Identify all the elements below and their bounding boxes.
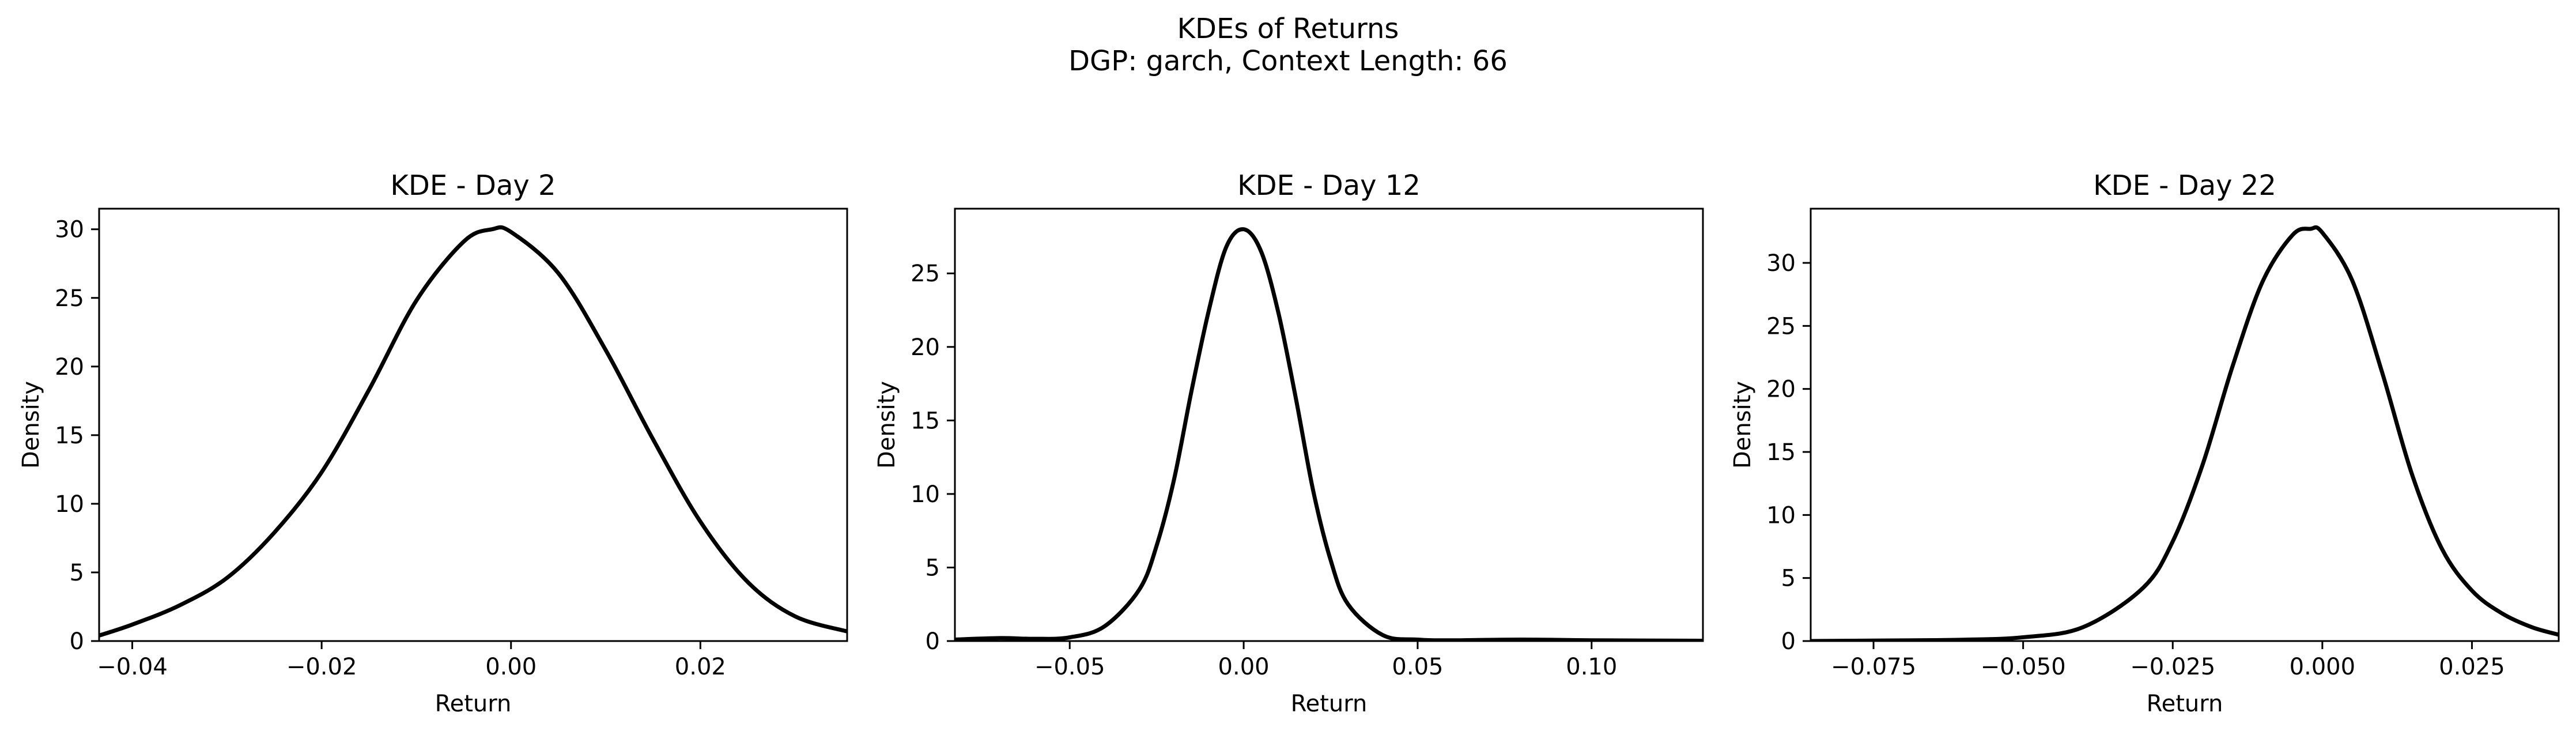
y-tick-label: 15 [911, 408, 940, 434]
x-tick-label: −0.02 [286, 654, 357, 680]
subplot-2: KDE - Day 12 −0.05 0.00 0.05 0.10 0 5 10 15 20 25 R… [874, 169, 1704, 717]
y-tick-label: 20 [911, 334, 940, 361]
figure-title: KDEs of Returns [1177, 13, 1399, 45]
x-tick-label: −0.075 [1831, 654, 1916, 680]
kde-curve-1 [99, 225, 847, 638]
y-tick-label: 20 [1766, 376, 1796, 403]
y-axis-label: Density [18, 381, 44, 469]
subplot-1: KDE - Day 2 −0.04 −0.02 0.00 0.02 0 5 10 15 20 25 3… [18, 169, 848, 717]
subplot-title: KDE - Day 12 [1237, 169, 1421, 202]
x-tick-label: −0.04 [97, 654, 168, 680]
y-tick-label: 30 [55, 217, 84, 243]
y-tick-label: 15 [1766, 439, 1796, 466]
x-tick-label: −0.05 [1034, 654, 1105, 680]
x-tick-label: −0.025 [2130, 654, 2215, 680]
y-tick-label: 5 [70, 560, 84, 586]
y-tick-label: 30 [1766, 250, 1796, 277]
y-tick-label: 0 [1781, 628, 1796, 655]
subplot-title: KDE - Day 22 [2093, 169, 2276, 202]
y-tick-label: 5 [926, 555, 940, 581]
x-tick-label: 0.025 [2439, 654, 2505, 680]
x-tick-label: 0.02 [675, 654, 726, 680]
x-tick-label: 0.000 [2290, 654, 2356, 680]
x-tick-label: 0.00 [485, 654, 537, 680]
y-tick-label: 25 [55, 285, 84, 312]
y-axis-label: Density [874, 381, 900, 469]
y-tick-label: 25 [911, 261, 940, 287]
kde-curve-1 [1811, 225, 2559, 641]
figure-subtitle: DGP: garch, Context Length: 66 [1068, 45, 1508, 77]
y-tick-label: 10 [1766, 502, 1796, 529]
y-axis-label: Density [1729, 381, 1756, 469]
y-tick-label: 25 [1766, 313, 1796, 340]
plot-frame [1810, 208, 2560, 642]
x-axis-label: Return [435, 691, 512, 717]
y-tick-label: 5 [1781, 566, 1796, 592]
plot-frame [954, 208, 1704, 642]
y-tick-label: 0 [926, 628, 940, 655]
y-tick-label: 0 [70, 628, 84, 655]
subplot-title: KDE - Day 2 [390, 169, 556, 202]
plot-frame [98, 208, 848, 642]
subplot-3: KDE - Day 22 −0.075 −0.050 −0.025 0.000 0.025… [1729, 169, 2560, 717]
x-axis-label: Return [2147, 691, 2223, 717]
x-tick-label: −0.050 [1981, 654, 2066, 680]
kde-curve-1 [955, 227, 1703, 641]
x-tick-label: 0.00 [1218, 654, 1270, 680]
x-axis-label: Return [1291, 691, 1368, 717]
x-tick-label: 0.10 [1566, 654, 1617, 680]
y-tick-label: 15 [55, 423, 84, 449]
y-tick-label: 20 [55, 354, 84, 380]
y-tick-label: 10 [55, 491, 84, 518]
y-tick-label: 10 [911, 481, 940, 508]
x-tick-label: 0.05 [1392, 654, 1443, 680]
